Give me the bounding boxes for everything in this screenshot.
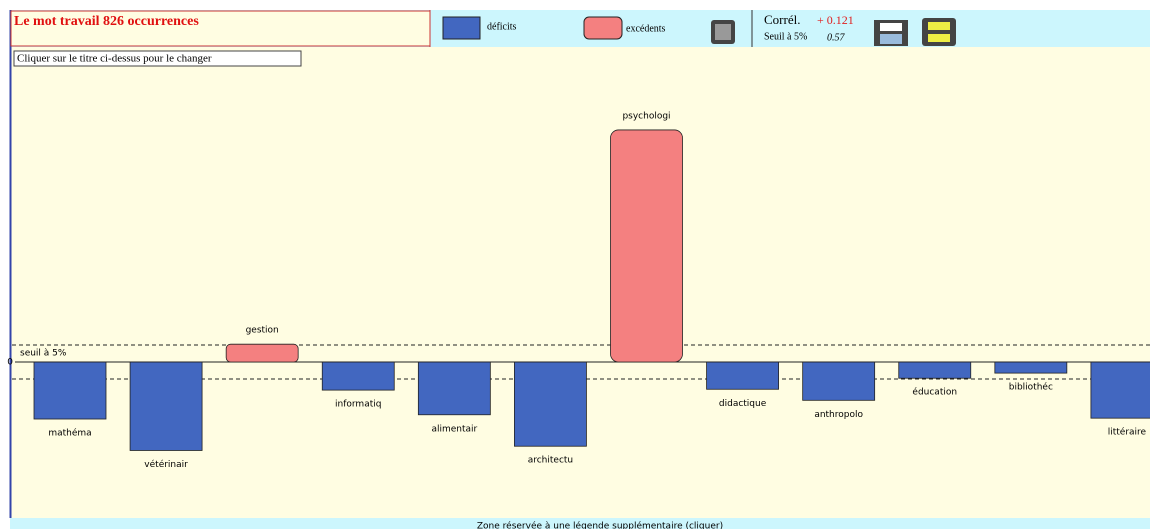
correlation-label: Corrél.: [764, 12, 800, 27]
bar-label: mathéma: [48, 428, 91, 439]
legend-label: excédents: [626, 23, 666, 34]
bar-label: littéraire: [1108, 427, 1147, 438]
threshold-label: Seuil à 5%: [764, 31, 807, 42]
print-icon[interactable]: [922, 18, 956, 46]
legend-label: déficits: [487, 21, 517, 32]
bar-label: éducation: [912, 387, 957, 398]
footer-text[interactable]: Zone réservée à une légende supplémentai…: [477, 521, 723, 529]
bar-label: anthropolo: [814, 410, 863, 420]
bar-label: architectu: [528, 456, 573, 466]
bar: [1090, 361, 1150, 419]
bar: [802, 361, 876, 401]
legend-swatch: [442, 16, 481, 40]
legend-swatch: [583, 16, 623, 40]
hint-box[interactable]: [13, 50, 302, 67]
bar: [225, 343, 299, 363]
bar: [514, 361, 587, 447]
bar-label: gestion: [246, 326, 279, 336]
bar: [610, 129, 683, 363]
bar-label: didactique: [719, 399, 767, 409]
threshold-label: seuil à 5%: [20, 349, 67, 359]
trash-icon[interactable]: [711, 20, 735, 44]
bar-label: alimentair: [431, 424, 477, 434]
bar: [33, 361, 107, 420]
bar-label: vétérinair: [144, 459, 188, 470]
threshold-value: 0.57: [827, 32, 846, 43]
bar: [129, 361, 203, 451]
hint[interactable]: Cliquer sur le titre ci-dessus pour le c…: [17, 53, 212, 65]
save-icon[interactable]: [874, 20, 908, 46]
bar-label: psychologi: [622, 111, 670, 121]
y-tick-label: 0: [7, 358, 13, 368]
title-box[interactable]: [10, 10, 431, 47]
footer[interactable]: [10, 518, 1150, 529]
correlation: + 0.121: [817, 13, 854, 27]
bar: [994, 361, 1068, 374]
bar: [321, 361, 395, 391]
bar: [706, 361, 779, 390]
bar: [898, 361, 972, 379]
bar: [417, 361, 491, 416]
bar-label: informatiq: [335, 400, 381, 410]
chart-title[interactable]: Le mot travail 826 occurrences: [14, 14, 199, 29]
bar-label: bibliothéc: [1009, 382, 1053, 393]
